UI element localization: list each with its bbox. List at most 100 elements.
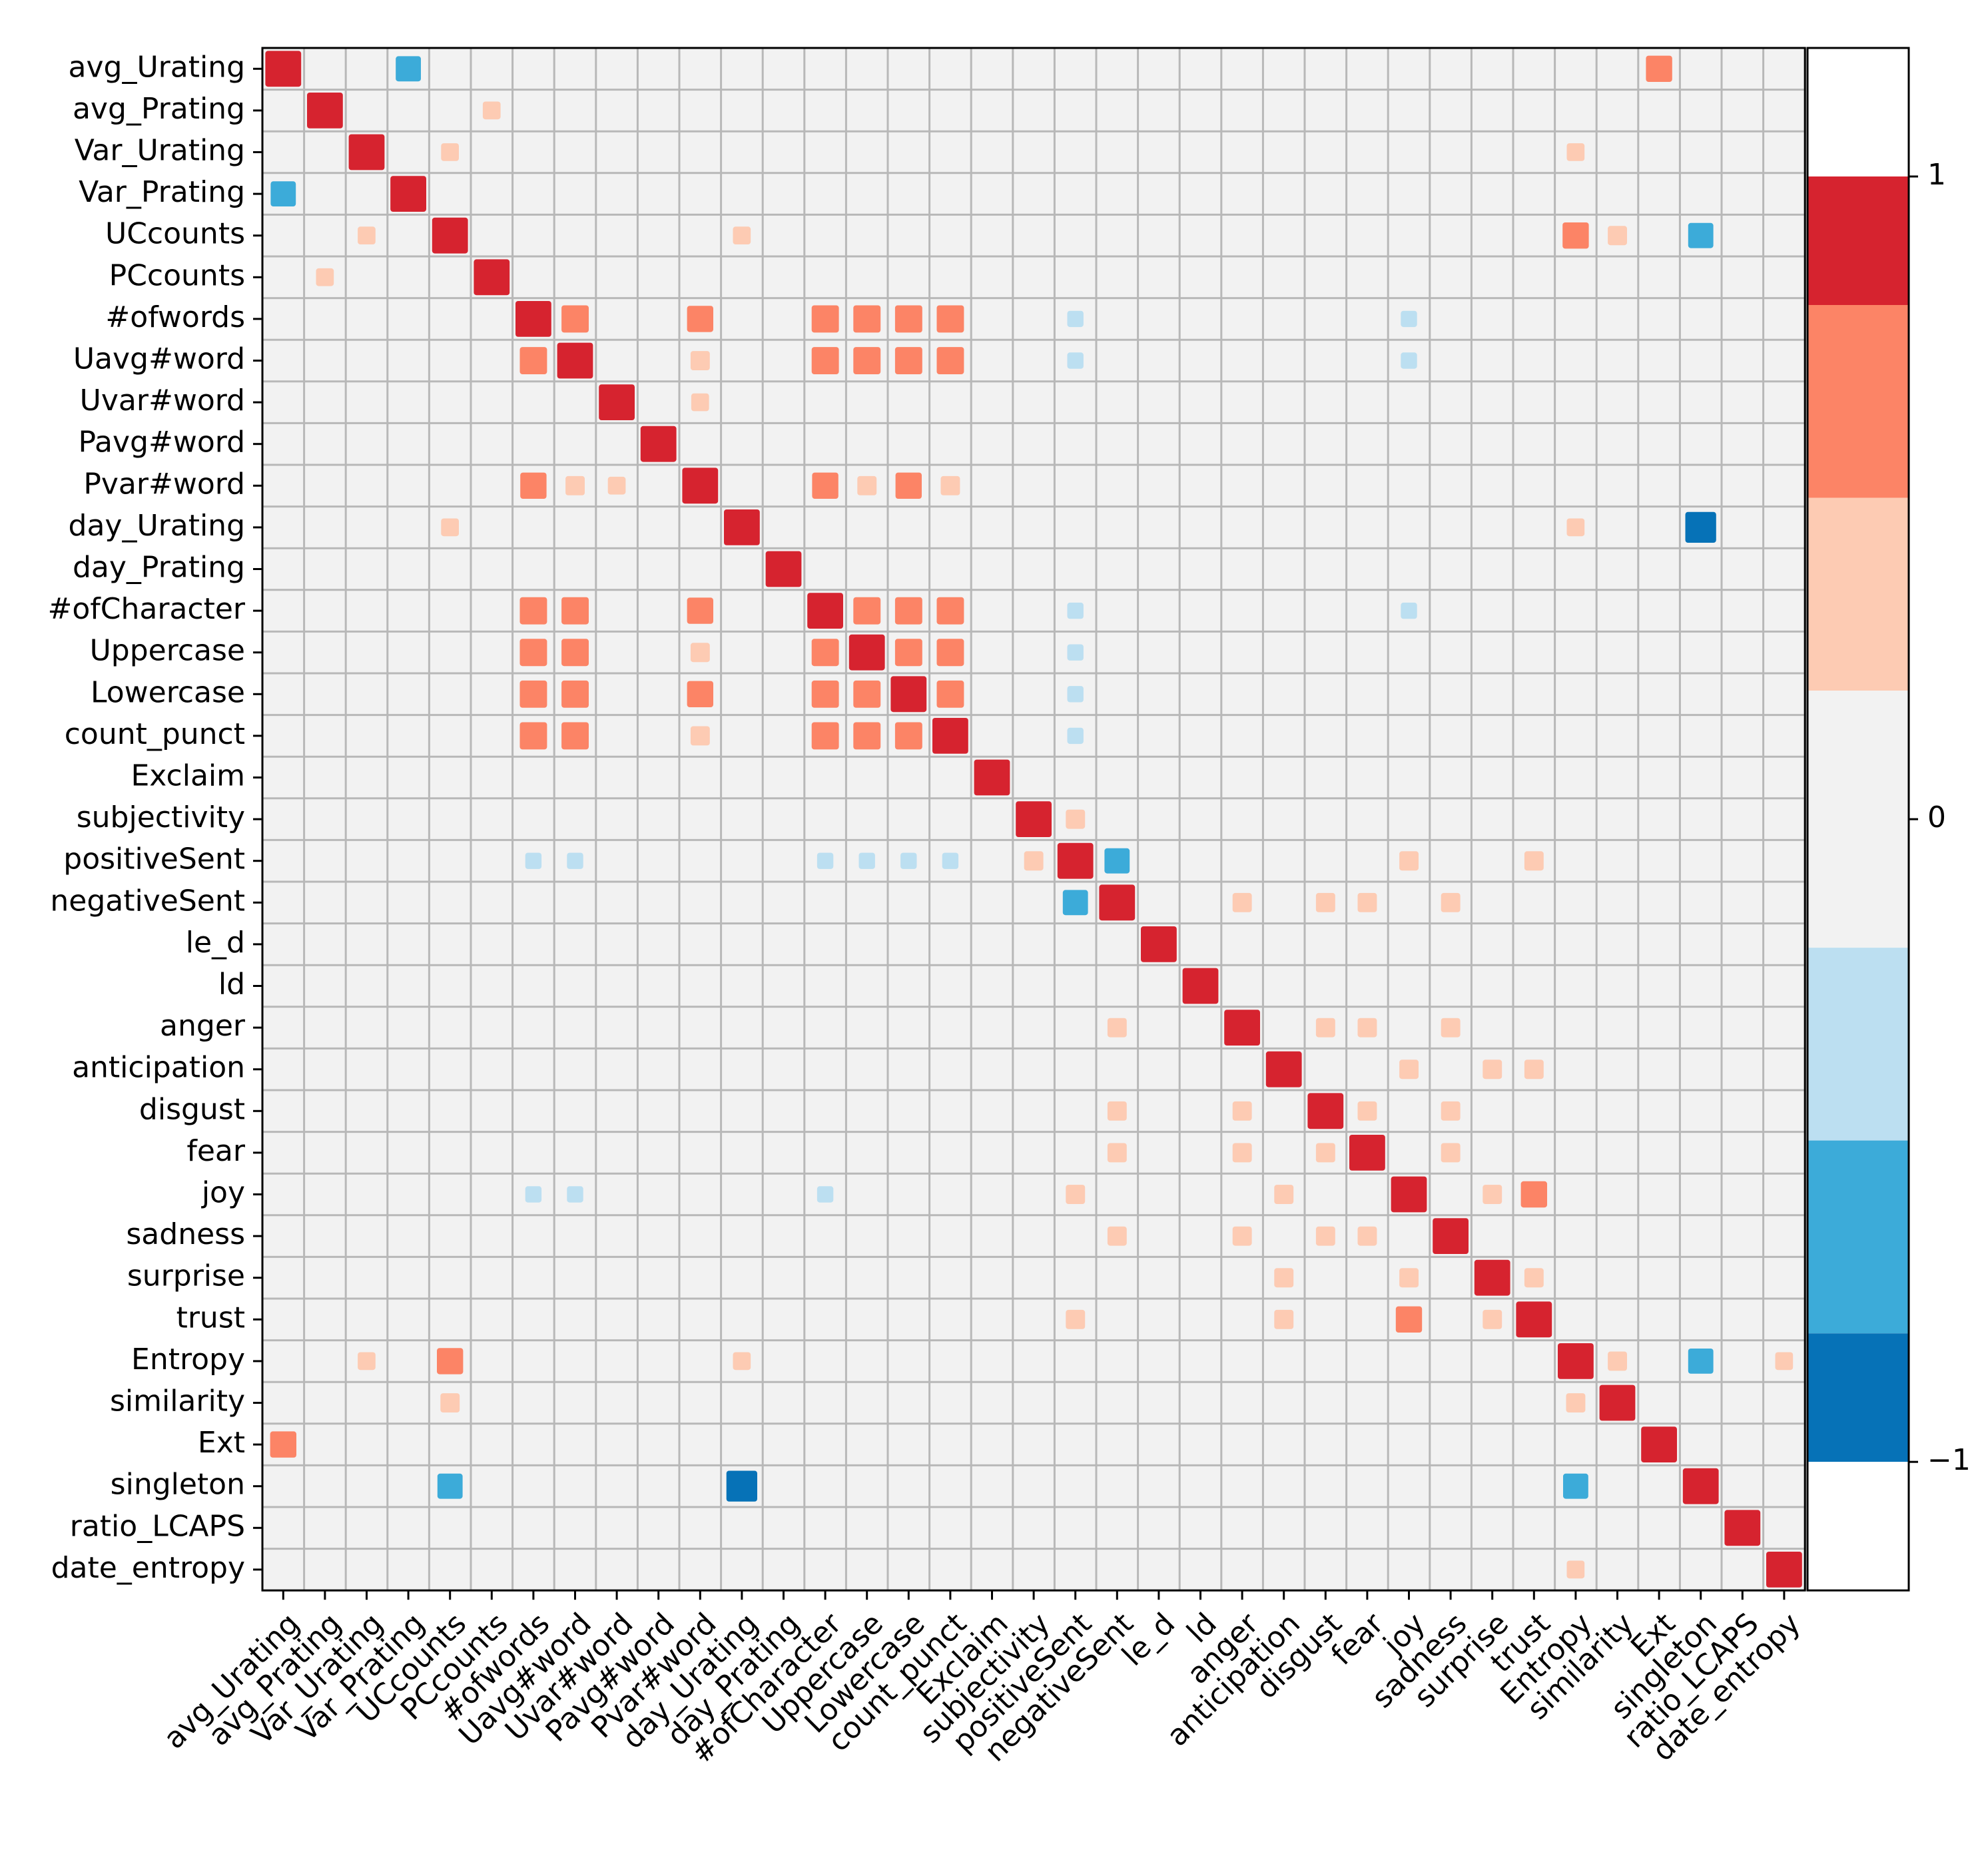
heatmap-cell-trust-ext bbox=[1655, 1315, 1663, 1323]
heatmap-cell-positivesent-surprise bbox=[1489, 857, 1496, 865]
heatmap-cell-sadness-count-punct bbox=[946, 1232, 954, 1240]
heatmap-cell-uavgnum-word-uppercase bbox=[853, 347, 881, 374]
heatmap-cell-exclaim-negativesent bbox=[1113, 774, 1121, 781]
heatmap-cell-date-entropy-exclaim bbox=[988, 1566, 996, 1574]
heatmap-cell-entropy-date-entropy bbox=[1775, 1352, 1794, 1371]
heatmap-cell-negativesent-sadness bbox=[1441, 892, 1461, 912]
heatmap-cell-subjectivity-pvarnum-word bbox=[696, 815, 704, 823]
heatmap-cell-avg-prating-avg-urating bbox=[279, 107, 287, 115]
heatmap-cell-similarity-fear bbox=[1363, 1399, 1371, 1406]
heatmap-cell-ext-fear bbox=[1363, 1440, 1371, 1448]
heatmap-cell-pvarnum-word-trust bbox=[1530, 481, 1538, 489]
colorbar-segment bbox=[1808, 497, 1909, 691]
heatmap-cell-sadness-fear bbox=[1357, 1226, 1377, 1246]
heatmap-cell-avg-urating-trust bbox=[1530, 65, 1538, 73]
heatmap-cell-surprise-joy bbox=[1399, 1268, 1419, 1288]
heatmap-cell-uvarnum-word-count-punct bbox=[946, 398, 954, 406]
heatmap-cell-num-ofcharacter-disgust bbox=[1321, 607, 1329, 615]
heatmap-cell-ratio-lcaps-surprise bbox=[1489, 1524, 1496, 1532]
heatmap-cell-ld-entropy bbox=[1572, 982, 1580, 990]
heatmap-cell-pavgnum-word-joy bbox=[1405, 440, 1413, 448]
heatmap-cell-pccounts-lowercase bbox=[904, 273, 912, 281]
heatmap-cell-le-d-num-ofcharacter bbox=[821, 940, 829, 948]
heatmap-cell-pvarnum-word-day-urating bbox=[738, 481, 746, 489]
heatmap-cell-joy-positivesent bbox=[1066, 1185, 1086, 1204]
heatmap-cell-var-prating-date-entropy bbox=[1780, 190, 1788, 198]
heatmap-cell-avg-prating-ext bbox=[1655, 107, 1663, 115]
heatmap-cell-var-prating-pccounts bbox=[488, 190, 496, 198]
heatmap-cell-joy-sadness bbox=[1447, 1191, 1455, 1198]
heatmap-cell-exclaim-surprise bbox=[1489, 774, 1496, 781]
heatmap-cell-uvarnum-word-pvarnum-word bbox=[691, 393, 709, 412]
heatmap-cell-trust-var-prating bbox=[404, 1315, 412, 1323]
y-label-sadness: sadness bbox=[126, 1217, 245, 1251]
heatmap-cell-surprise-entropy bbox=[1572, 1274, 1580, 1282]
heatmap-cell-joy-day-urating bbox=[738, 1191, 746, 1198]
heatmap-cell-day-urating-fear bbox=[1363, 523, 1371, 531]
heatmap-cell-date-entropy-uccounts bbox=[446, 1566, 454, 1574]
heatmap-cell-ratio-lcaps-pvarnum-word bbox=[696, 1524, 704, 1532]
heatmap-cell-anger-anticipation bbox=[1280, 1024, 1288, 1032]
y-label-pavgnum-word: Pavg#word bbox=[78, 426, 245, 460]
heatmap-cell-count-punct-avg-prating bbox=[321, 732, 329, 740]
heatmap-cell-le-d-avg-urating bbox=[279, 940, 287, 948]
heatmap-cell-num-ofwords-ratio-lcaps bbox=[1738, 315, 1746, 323]
heatmap-cell-singleton-num-ofcharacter bbox=[821, 1482, 829, 1490]
heatmap-cell-entropy-var-prating bbox=[404, 1357, 412, 1365]
heatmap-cell-singleton-anticipation bbox=[1280, 1482, 1288, 1490]
heatmap-cell-count-punct-similarity bbox=[1614, 732, 1621, 740]
heatmap-cell-positivesent-le-d bbox=[1155, 857, 1163, 865]
heatmap-cell-anger-pvarnum-word bbox=[696, 1024, 704, 1032]
heatmap-cell-entropy-ratio-lcaps bbox=[1738, 1357, 1746, 1365]
heatmap-cell-entropy-count-punct bbox=[946, 1357, 954, 1365]
heatmap-cell-disgust-anticipation bbox=[1280, 1107, 1288, 1115]
y-label-anger: anger bbox=[160, 1009, 246, 1043]
heatmap-cell-singleton-anger bbox=[1238, 1482, 1246, 1490]
heatmap-cell-lowercase-day-prating bbox=[780, 690, 787, 698]
heatmap-cell-num-ofcharacter-ratio-lcaps bbox=[1738, 607, 1746, 615]
heatmap-cell-disgust-avg-urating bbox=[279, 1107, 287, 1115]
heatmap-cell-negativesent-trust bbox=[1530, 898, 1538, 906]
heatmap-cell-negativesent-singleton bbox=[1697, 898, 1705, 906]
heatmap-cell-sadness-anger bbox=[1232, 1226, 1252, 1246]
heatmap-cell-lowercase-num-ofcharacter bbox=[811, 680, 839, 708]
heatmap-cell-var-prating-lowercase bbox=[904, 190, 912, 198]
heatmap-cell-uppercase-day-prating bbox=[780, 649, 787, 657]
y-label-positivesent: positiveSent bbox=[63, 842, 245, 876]
heatmap-cell-uppercase-avg-urating bbox=[279, 649, 287, 657]
heatmap-cell-ratio-lcaps-date-entropy bbox=[1780, 1524, 1788, 1532]
heatmap-cell-pavgnum-word-negativesent bbox=[1113, 440, 1121, 448]
heatmap-cell-trust-uavgnum-word bbox=[571, 1315, 579, 1323]
heatmap-cell-positivesent-pccounts bbox=[488, 857, 496, 865]
heatmap-cell-day-urating-sadness bbox=[1447, 523, 1455, 531]
heatmap-cell-similarity-entropy bbox=[1566, 1393, 1586, 1412]
heatmap-cell-subjectivity-uvarnum-word bbox=[613, 815, 621, 823]
heatmap-cell-var-prating-singleton bbox=[1697, 190, 1705, 198]
heatmap-cell-anticipation-lowercase bbox=[904, 1066, 912, 1074]
heatmap-cell-le-d-uppercase bbox=[863, 940, 871, 948]
heatmap-cell-joy-pccounts bbox=[488, 1191, 496, 1198]
heatmap-cell-negativesent-pccounts bbox=[488, 898, 496, 906]
heatmap-cell-num-ofwords-pvarnum-word bbox=[687, 306, 713, 332]
heatmap-cell-num-ofcharacter-similarity bbox=[1614, 607, 1621, 615]
heatmap-cell-sadness-sadness bbox=[1433, 1218, 1469, 1254]
heatmap-cell-singleton-day-urating bbox=[726, 1470, 757, 1502]
heatmap-cell-joy-avg-prating bbox=[321, 1191, 329, 1198]
heatmap-cell-ext-ld bbox=[1197, 1440, 1204, 1448]
heatmap-cell-uppercase-pccounts bbox=[488, 649, 496, 657]
heatmap-cell-avg-prating-num-ofcharacter bbox=[821, 107, 829, 115]
heatmap-cell-day-urating-ratio-lcaps bbox=[1738, 523, 1746, 531]
heatmap-cell-var-prating-anticipation bbox=[1280, 190, 1288, 198]
heatmap-cell-trust-day-urating bbox=[738, 1315, 746, 1323]
heatmap-cell-subjectivity-day-urating bbox=[738, 815, 746, 823]
heatmap-cell-similarity-uavgnum-word bbox=[571, 1399, 579, 1406]
heatmap-cell-pccounts-subjectivity bbox=[1030, 273, 1038, 281]
heatmap-cell-uvarnum-word-uvarnum-word bbox=[599, 384, 635, 420]
heatmap-cell-sadness-entropy bbox=[1572, 1232, 1580, 1240]
heatmap-cell-ld-pvarnum-word bbox=[696, 982, 704, 990]
heatmap-cell-pccounts-pccounts bbox=[474, 259, 510, 296]
heatmap-cell-num-ofwords-subjectivity bbox=[1030, 315, 1038, 323]
heatmap-cell-sadness-lowercase bbox=[904, 1232, 912, 1240]
heatmap-cell-ratio-lcaps-joy bbox=[1405, 1524, 1413, 1532]
heatmap-cell-avg-urating-exclaim bbox=[988, 65, 996, 73]
